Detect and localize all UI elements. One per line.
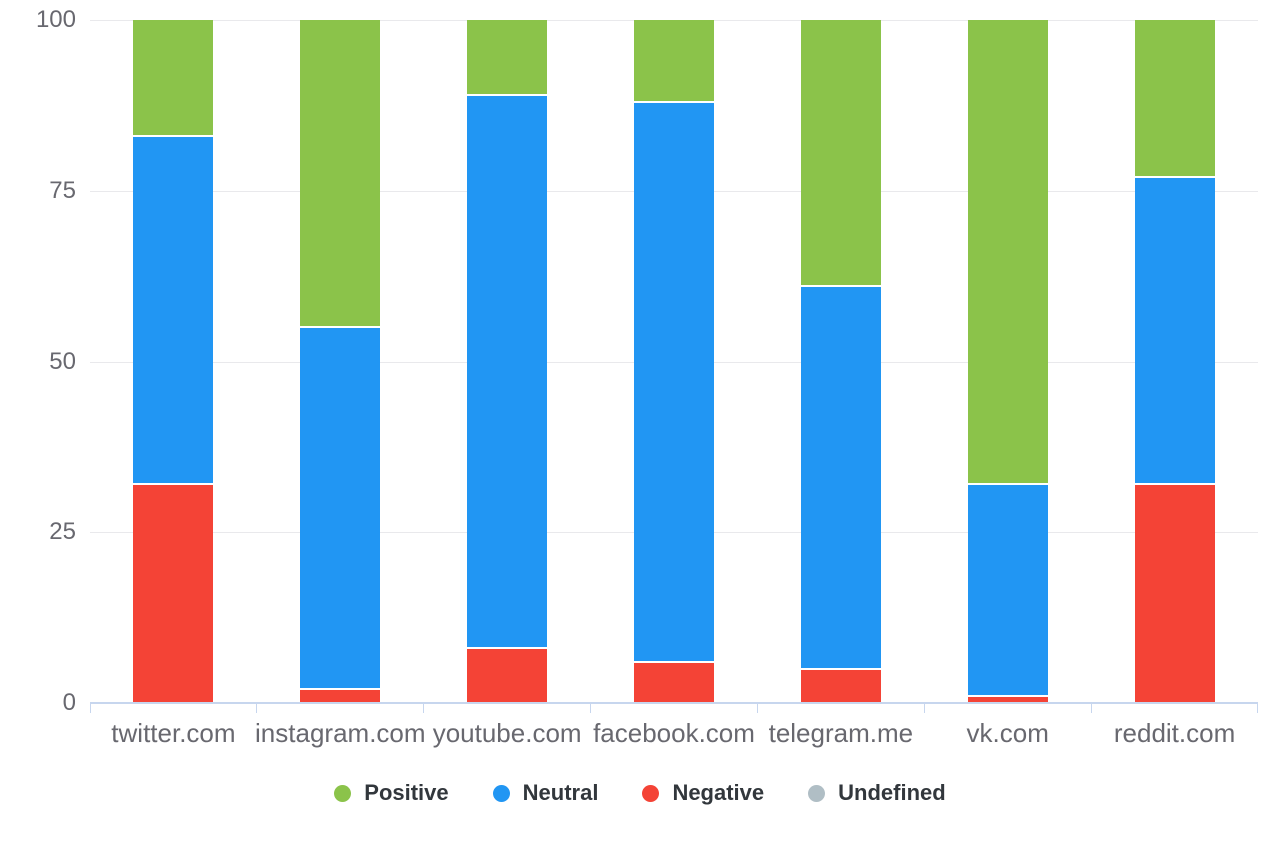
x-tick-label-youtube.com: youtube.com <box>432 718 582 748</box>
y-tick-label-100: 100 <box>35 6 76 33</box>
legend-item-neutral[interactable]: Neutral <box>492 780 599 806</box>
segment-separator <box>1134 483 1215 486</box>
legend-item-positive[interactable]: Positive <box>334 780 449 806</box>
legend-dot-icon <box>642 784 660 802</box>
x-axis-tick <box>1090 703 1092 713</box>
x-axis-tick <box>590 703 592 713</box>
x-tick-label-vk.com: vk.com <box>966 718 1049 748</box>
x-tick-label-telegram.me: telegram.me <box>768 718 914 748</box>
segment-separator <box>634 100 714 103</box>
legend-item-negative[interactable]: Negative <box>642 780 764 806</box>
y-tick-label-0: 0 <box>62 689 76 716</box>
segment-separator <box>300 688 381 691</box>
bar-segment-vk.com-positive[interactable] <box>967 20 1048 485</box>
bar-segment-youtube.com-negative[interactable] <box>467 648 548 703</box>
segment-separator <box>967 695 1048 698</box>
bar-segment-instagram.com-neutral[interactable] <box>300 327 381 690</box>
segment-separator <box>967 483 1048 486</box>
segment-separator <box>467 94 548 97</box>
bar-segment-telegram.me-neutral[interactable] <box>800 286 881 669</box>
x-tick-label-instagram.com: instagram.com <box>255 718 426 748</box>
segment-separator <box>300 326 381 329</box>
bar-segment-reddit.com-positive[interactable] <box>1134 20 1215 178</box>
segment-separator <box>133 483 214 486</box>
bar-segment-vk.com-neutral[interactable] <box>967 484 1048 697</box>
y-tick-label-75: 75 <box>49 176 76 204</box>
bar-segment-twitter.com-negative[interactable] <box>133 484 214 703</box>
segment-separator <box>467 647 548 650</box>
legend-item-label: Undefined <box>838 780 946 805</box>
bar-segment-youtube.com-positive[interactable] <box>467 20 548 96</box>
bar-segment-telegram.me-negative[interactable] <box>800 668 881 703</box>
bar-segment-twitter.com-neutral[interactable] <box>133 136 214 485</box>
x-axis-line <box>90 702 1258 704</box>
bar-segment-instagram.com-negative[interactable] <box>300 689 381 703</box>
legend-item-label: Neutral <box>522 780 599 805</box>
x-tick-label-reddit.com: reddit.com <box>1113 718 1236 748</box>
legend-item-undefined[interactable]: Undefined <box>808 780 946 806</box>
segment-separator <box>133 135 214 138</box>
x-axis-tick <box>256 703 258 713</box>
segment-separator <box>634 661 714 664</box>
segment-separator <box>1134 176 1215 179</box>
legend-item-label: Negative <box>672 780 765 805</box>
plot-area <box>90 20 1258 713</box>
bar-segment-instagram.com-positive[interactable] <box>300 20 381 328</box>
bar-segment-facebook.com-neutral[interactable] <box>634 101 714 662</box>
bar-segment-twitter.com-positive[interactable] <box>133 20 214 137</box>
segment-separator <box>800 285 881 288</box>
legend-dot-icon <box>492 784 510 802</box>
bar-segment-facebook.com-positive[interactable] <box>634 20 714 102</box>
legend-item-label: Positive <box>364 780 449 805</box>
x-axis-tick <box>423 703 425 713</box>
legend: Positive Neutral Negative Undefined <box>0 780 1280 806</box>
segment-separator <box>800 667 881 670</box>
x-axis-tick <box>923 703 925 713</box>
legend-dot-icon <box>808 784 826 802</box>
bar-segment-telegram.me-positive[interactable] <box>800 20 881 287</box>
y-tick-label-50: 50 <box>49 347 76 375</box>
bar-segment-reddit.com-negative[interactable] <box>1134 484 1215 703</box>
bar-segment-youtube.com-neutral[interactable] <box>467 95 548 649</box>
bar-segment-reddit.com-neutral[interactable] <box>1134 177 1215 485</box>
y-tick-label-25: 25 <box>49 518 76 546</box>
x-tick-label-facebook.com: facebook.com <box>593 718 755 748</box>
legend-dot-icon <box>334 784 352 802</box>
x-axis-tick <box>1257 703 1258 713</box>
x-tick-label-twitter.com: twitter.com <box>111 718 236 748</box>
x-axis-tick <box>90 703 91 713</box>
bar-segment-vk.com-negative[interactable] <box>967 696 1048 703</box>
x-axis-tick <box>756 703 758 713</box>
bar-segment-facebook.com-negative[interactable] <box>634 662 714 703</box>
